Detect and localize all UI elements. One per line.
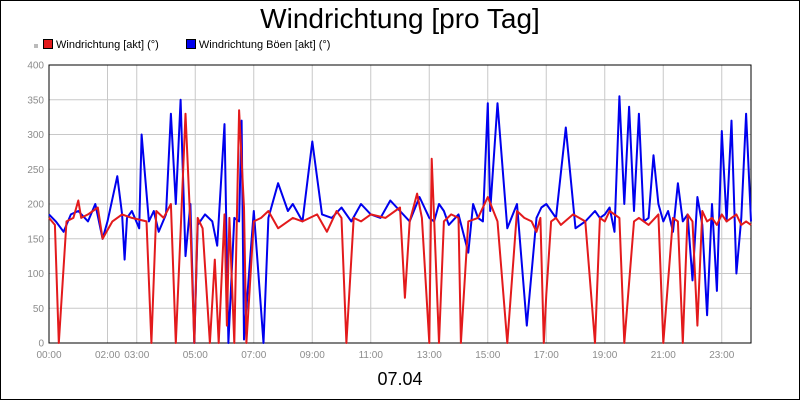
x-tick-label: 15:00 — [475, 350, 500, 361]
x-tick-label: 03:00 — [124, 350, 149, 361]
y-tick-label: 300 — [27, 130, 44, 141]
chart-title: Windrichtung [pro Tag] — [260, 3, 540, 34]
x-tick-label: 23:00 — [709, 350, 734, 361]
x-tick-label: 00:00 — [36, 350, 61, 361]
series-line-wind-direction — [48, 109, 752, 344]
y-tick-label: 400 — [27, 61, 44, 72]
legend-label-wind-direction: Windrichtung [akt] (°) — [56, 39, 159, 51]
y-tick-label: 100 — [27, 269, 44, 280]
legend-marker-dot — [34, 44, 38, 48]
legend-swatch-gust-direction — [185, 39, 196, 49]
x-tick-label: 13:00 — [417, 350, 442, 361]
y-tick-label: 150 — [27, 234, 44, 245]
legend-label-gust-direction: Windrichtung Böen [akt] (°) — [198, 39, 331, 51]
y-tick-label: 0 — [38, 339, 44, 350]
y-tick-label: 50 — [33, 304, 45, 315]
legend-swatch-wind-direction — [43, 39, 53, 49]
legend-item-gust-direction: Windrichtung Böen [akt] (°) — [185, 39, 331, 51]
y-tick-label: 350 — [27, 95, 44, 106]
y-tick-label: 250 — [27, 165, 44, 176]
x-tick-label: 19:00 — [592, 350, 617, 361]
x-tick-label: 07:00 — [241, 350, 266, 361]
series-line-gust-direction — [48, 95, 752, 344]
x-tick-label: 02:00 — [95, 350, 120, 361]
legend-item-wind-direction: Windrichtung [akt] (°) — [43, 39, 159, 51]
x-tick-label: 21:00 — [651, 350, 676, 361]
x-tick-label: 11:00 — [359, 350, 384, 361]
y-tick-label: 200 — [27, 200, 44, 211]
x-tick-label: 05:00 — [183, 350, 208, 361]
x-tick-label: 17:00 — [534, 350, 559, 361]
x-tick-label: 09:00 — [300, 350, 325, 361]
x-axis-label: 07.04 — [377, 369, 423, 389]
legend: Windrichtung [akt] (°) Windrichtung Böen… — [43, 39, 354, 51]
